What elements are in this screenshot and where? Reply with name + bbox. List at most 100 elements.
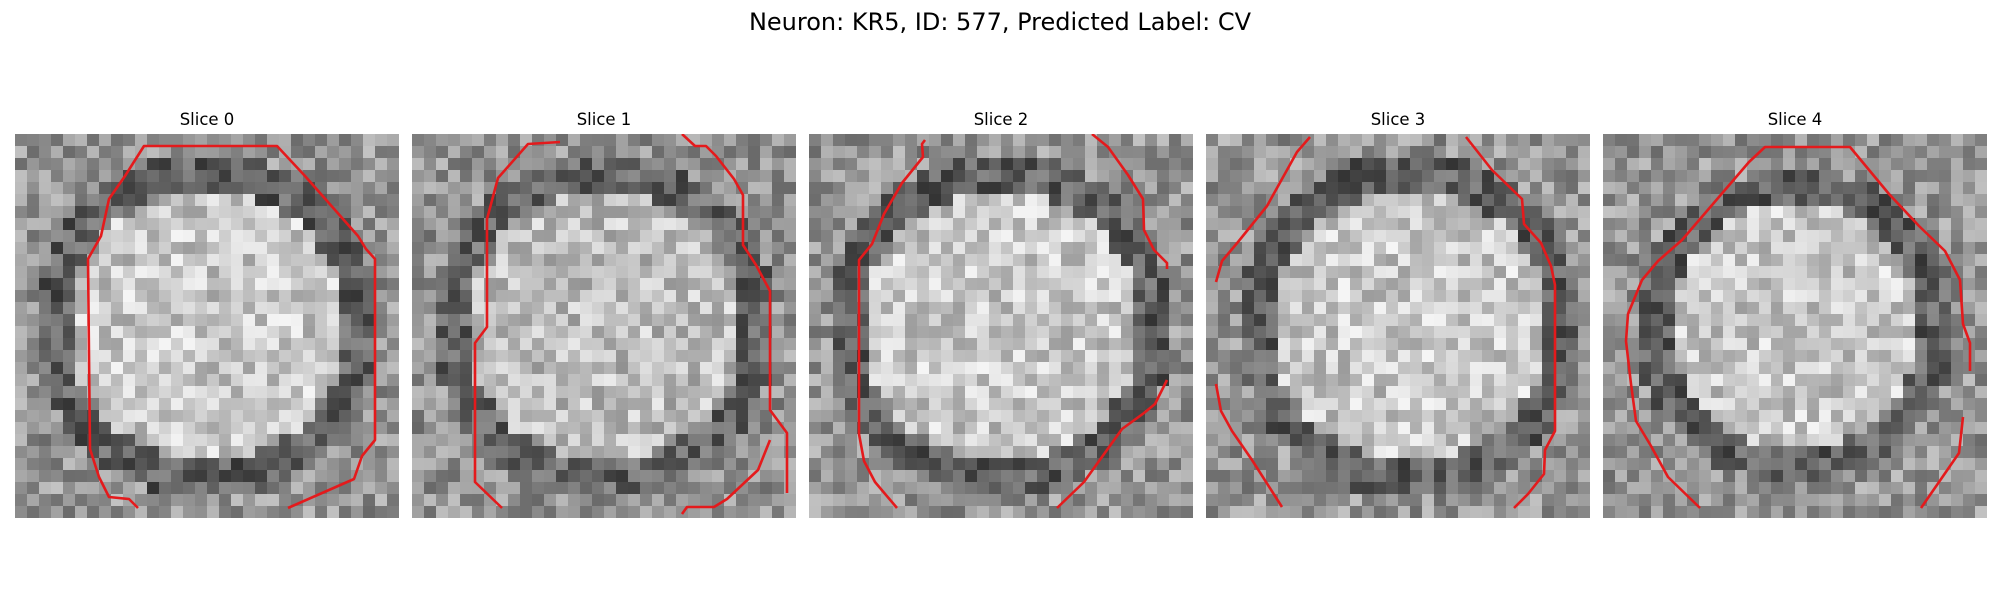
image-pixel	[965, 470, 978, 483]
image-pixel	[436, 254, 449, 267]
image-pixel	[63, 506, 76, 518]
image-pixel	[1097, 254, 1110, 267]
image-pixel	[327, 182, 340, 195]
image-pixel	[1338, 398, 1351, 411]
image-pixel	[243, 158, 256, 171]
image-pixel	[1915, 386, 1928, 399]
image-pixel	[1627, 434, 1640, 447]
image-pixel	[1097, 386, 1110, 399]
image-pixel	[724, 182, 737, 195]
image-pixel	[700, 470, 713, 483]
image-pixel	[279, 266, 292, 279]
image-pixel	[171, 422, 184, 435]
image-pixel	[1049, 458, 1062, 471]
image-pixel	[748, 134, 761, 147]
image-pixel	[291, 434, 304, 447]
image-pixel	[1374, 290, 1387, 303]
image-pixel	[1242, 278, 1255, 291]
image-pixel	[1855, 374, 1868, 387]
image-pixel	[1422, 458, 1435, 471]
image-pixel	[1518, 254, 1531, 267]
image-pixel	[652, 410, 665, 423]
image-pixel	[387, 410, 399, 423]
image-pixel	[1819, 314, 1832, 327]
image-pixel	[363, 398, 376, 411]
image-pixel	[953, 206, 966, 219]
image-pixel	[520, 386, 533, 399]
image-pixel	[1121, 338, 1134, 351]
image-pixel	[1783, 266, 1796, 279]
image-pixel	[1434, 422, 1447, 435]
image-pixel	[1374, 266, 1387, 279]
image-pixel	[1771, 314, 1784, 327]
image-pixel	[183, 194, 196, 207]
image-pixel	[1326, 290, 1339, 303]
image-pixel	[1109, 242, 1122, 255]
image-pixel	[1615, 290, 1628, 303]
image-pixel	[592, 254, 605, 267]
image-pixel	[809, 278, 822, 291]
image-pixel	[881, 386, 894, 399]
image-pixel	[1807, 386, 1820, 399]
image-pixel	[1410, 242, 1423, 255]
image-pixel	[664, 302, 677, 315]
image-pixel	[1085, 194, 1098, 207]
image-pixel	[75, 350, 88, 363]
image-pixel	[556, 302, 569, 315]
image-pixel	[39, 242, 52, 255]
image-pixel	[1001, 470, 1014, 483]
image-pixel	[1446, 422, 1459, 435]
image-pixel	[905, 350, 918, 363]
image-pixel	[929, 482, 942, 495]
image-pixel	[568, 302, 581, 315]
image-pixel	[27, 206, 40, 219]
image-pixel	[1037, 218, 1050, 231]
image-pixel	[27, 254, 40, 267]
image-pixel	[1350, 254, 1363, 267]
image-pixel	[1831, 434, 1844, 447]
image-pixel	[1723, 278, 1736, 291]
image-pixel	[1903, 338, 1916, 351]
image-pixel	[1350, 314, 1363, 327]
image-pixel	[1831, 422, 1844, 435]
image-pixel	[424, 170, 437, 183]
image-pixel	[712, 314, 725, 327]
image-pixel	[1278, 338, 1291, 351]
image-pixel	[652, 218, 665, 231]
image-pixel	[1458, 494, 1471, 507]
image-pixel	[460, 338, 473, 351]
image-pixel	[640, 386, 653, 399]
image-pixel	[1603, 302, 1616, 315]
image-pixel	[1049, 446, 1062, 459]
image-pixel	[1314, 446, 1327, 459]
image-pixel	[1518, 494, 1531, 507]
image-pixel	[472, 206, 485, 219]
image-pixel	[568, 254, 581, 267]
image-pixel	[75, 338, 88, 351]
image-pixel	[1699, 386, 1712, 399]
image-pixel	[520, 302, 533, 315]
image-pixel	[628, 242, 641, 255]
image-pixel	[1049, 506, 1062, 518]
image-pixel	[652, 422, 665, 435]
image-pixel	[1290, 374, 1303, 387]
image-pixel	[195, 386, 208, 399]
image-pixel	[1615, 146, 1628, 159]
image-pixel	[1747, 374, 1760, 387]
image-pixel	[1230, 350, 1243, 363]
image-pixel	[869, 494, 882, 507]
image-pixel	[556, 494, 569, 507]
image-pixel	[303, 386, 316, 399]
image-pixel	[1422, 278, 1435, 291]
image-pixel	[941, 362, 954, 375]
image-pixel	[881, 170, 894, 183]
image-pixel	[1542, 278, 1555, 291]
image-pixel	[628, 410, 641, 423]
image-pixel	[1506, 434, 1519, 447]
image-pixel	[436, 494, 449, 507]
image-pixel	[1687, 254, 1700, 267]
image-pixel	[1422, 206, 1435, 219]
image-pixel	[508, 506, 521, 518]
image-pixel	[1218, 146, 1231, 159]
image-pixel	[387, 290, 399, 303]
